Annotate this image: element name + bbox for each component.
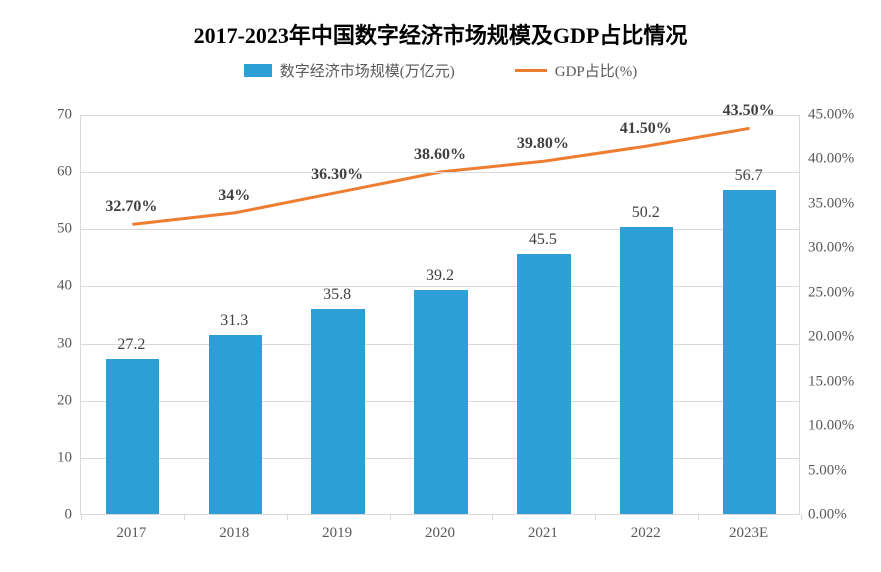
x-tick <box>595 514 596 520</box>
y-right-tick-label: 40.00% <box>808 151 854 168</box>
x-axis-label: 2022 <box>631 525 661 542</box>
x-tick <box>492 514 493 520</box>
y-left-tick-label: 0 <box>30 507 72 524</box>
bar-value-label: 56.7 <box>735 167 763 185</box>
legend: 数字经济市场规模(万亿元) GDP占比(%) <box>0 60 881 81</box>
x-axis-label: 2019 <box>322 525 352 542</box>
bar <box>311 309 364 514</box>
y-right-tick-label: 0.00% <box>808 507 847 524</box>
bar-value-label: 35.8 <box>323 286 351 304</box>
bar-value-label: 45.5 <box>529 231 557 249</box>
x-axis-label: 2018 <box>219 525 249 542</box>
y-right-tick-label: 25.00% <box>808 284 854 301</box>
y-right-tick-label: 10.00% <box>808 418 854 435</box>
x-axis-label: 2021 <box>528 525 558 542</box>
x-axis-label: 2020 <box>425 525 455 542</box>
x-tick <box>287 514 288 520</box>
x-axis-label: 2023E <box>729 525 768 542</box>
x-tick <box>390 514 391 520</box>
line-value-label: 39.80% <box>517 135 569 153</box>
y-left-tick-label: 60 <box>30 164 72 181</box>
bar <box>414 290 467 514</box>
line-value-label: 34% <box>218 187 250 205</box>
y-right-tick-label: 20.00% <box>808 329 854 346</box>
bar <box>723 190 776 514</box>
x-tick <box>801 514 802 520</box>
y-left-tick-label: 10 <box>30 449 72 466</box>
legend-line-label: GDP占比(%) <box>555 60 638 81</box>
x-axis-label: 2017 <box>116 525 146 542</box>
x-tick <box>81 514 82 520</box>
y-left-tick-label: 30 <box>30 335 72 352</box>
legend-bar-label: 数字经济市场规模(万亿元) <box>280 60 455 81</box>
line-value-label: 32.70% <box>105 198 157 216</box>
plot-area <box>80 115 800 515</box>
y-left-tick-label: 70 <box>30 107 72 124</box>
y-right-tick-label: 30.00% <box>808 240 854 257</box>
gridline <box>81 115 799 116</box>
y-right-tick-label: 35.00% <box>808 195 854 212</box>
bar-value-label: 31.3 <box>220 312 248 330</box>
line-value-label: 43.50% <box>723 102 775 120</box>
legend-bar-swatch <box>244 64 272 77</box>
line-value-label: 36.30% <box>311 166 363 184</box>
x-tick <box>184 514 185 520</box>
bar <box>517 254 570 514</box>
bar-value-label: 39.2 <box>426 267 454 285</box>
gridline <box>81 286 799 287</box>
bar <box>106 359 159 514</box>
chart-container: 2017-2023年中国数字经济市场规模及GDP占比情况 数字经济市场规模(万亿… <box>0 0 881 572</box>
legend-item-bar: 数字经济市场规模(万亿元) <box>244 60 455 81</box>
y-left-tick-label: 40 <box>30 278 72 295</box>
y-right-tick-label: 15.00% <box>808 373 854 390</box>
bar <box>209 335 262 514</box>
y-right-tick-label: 5.00% <box>808 462 847 479</box>
line-value-label: 41.50% <box>620 120 672 138</box>
line-value-label: 38.60% <box>414 146 466 164</box>
bar-value-label: 27.2 <box>117 336 145 354</box>
legend-line-swatch <box>515 69 547 72</box>
chart-title: 2017-2023年中国数字经济市场规模及GDP占比情况 <box>0 18 881 50</box>
y-left-tick-label: 50 <box>30 221 72 238</box>
x-tick <box>698 514 699 520</box>
y-right-tick-label: 45.00% <box>808 107 854 124</box>
legend-item-line: GDP占比(%) <box>515 60 638 81</box>
gridline <box>81 229 799 230</box>
y-left-tick-label: 20 <box>30 392 72 409</box>
bar <box>620 227 673 514</box>
bar-value-label: 50.2 <box>632 204 660 222</box>
gridline <box>81 172 799 173</box>
